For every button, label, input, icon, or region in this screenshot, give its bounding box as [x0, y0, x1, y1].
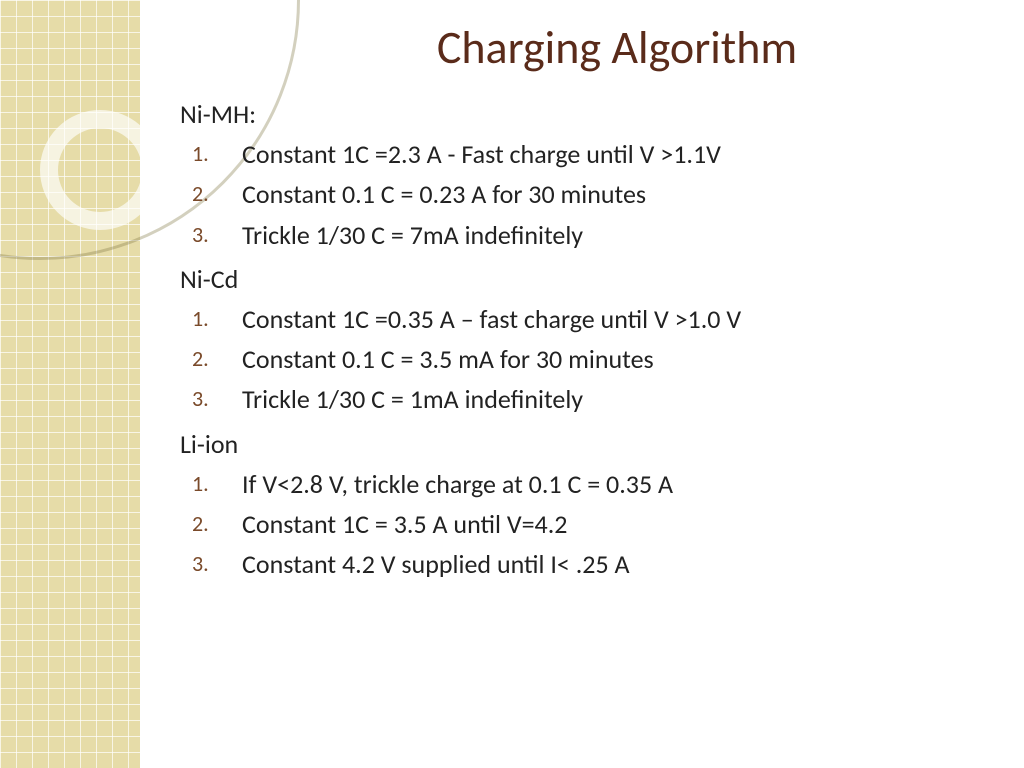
section-label-liion: Li-ion: [180, 428, 994, 460]
list-item: Constant 0.1 C = 0.23 A for 30 minutes: [230, 174, 994, 214]
list-item: Constant 4.2 V supplied until I< .25 A: [230, 544, 994, 584]
list-item: Constant 1C =0.35 A – fast charge until …: [230, 299, 994, 339]
steps-liion: If V<2.8 V, trickle charge at 0.1 C = 0.…: [230, 464, 994, 585]
content-area: Charging Algorithm Ni-MH: Constant 1C =2…: [180, 20, 994, 593]
list-item: Constant 1C =2.3 A - Fast charge until V…: [230, 134, 994, 174]
decorative-ring-icon: [40, 110, 160, 230]
slide-title: Charging Algorithm: [240, 20, 994, 76]
section-label-nimh: Ni-MH:: [180, 98, 994, 130]
slide: Charging Algorithm Ni-MH: Constant 1C =2…: [0, 0, 1024, 768]
list-item: Constant 0.1 C = 3.5 mA for 30 minutes: [230, 339, 994, 379]
list-item: Trickle 1/30 C = 7mA indefinitely: [230, 215, 994, 255]
steps-nicd: Constant 1C =0.35 A – fast charge until …: [230, 299, 994, 420]
list-item: If V<2.8 V, trickle charge at 0.1 C = 0.…: [230, 464, 994, 504]
list-item: Constant 1C = 3.5 A until V=4.2: [230, 504, 994, 544]
list-item: Trickle 1/30 C = 1mA indefinitely: [230, 379, 994, 419]
steps-nimh: Constant 1C =2.3 A - Fast charge until V…: [230, 134, 994, 255]
section-label-nicd: Ni-Cd: [180, 263, 994, 295]
